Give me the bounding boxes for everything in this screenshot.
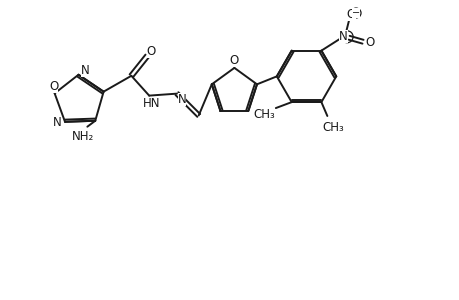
- Text: O: O: [146, 44, 156, 58]
- Text: N: N: [53, 116, 62, 129]
- Text: N: N: [81, 64, 90, 77]
- Text: HN: HN: [142, 97, 160, 110]
- Text: O: O: [229, 54, 239, 68]
- Text: CH₃: CH₃: [252, 107, 274, 121]
- Text: O: O: [49, 80, 58, 93]
- Text: O: O: [346, 8, 355, 22]
- Text: −: −: [351, 8, 359, 18]
- Text: CH₃: CH₃: [322, 122, 343, 134]
- Text: N: N: [338, 30, 347, 43]
- Text: N: N: [177, 93, 186, 106]
- Text: NH₂: NH₂: [72, 130, 94, 143]
- Text: O: O: [364, 36, 374, 49]
